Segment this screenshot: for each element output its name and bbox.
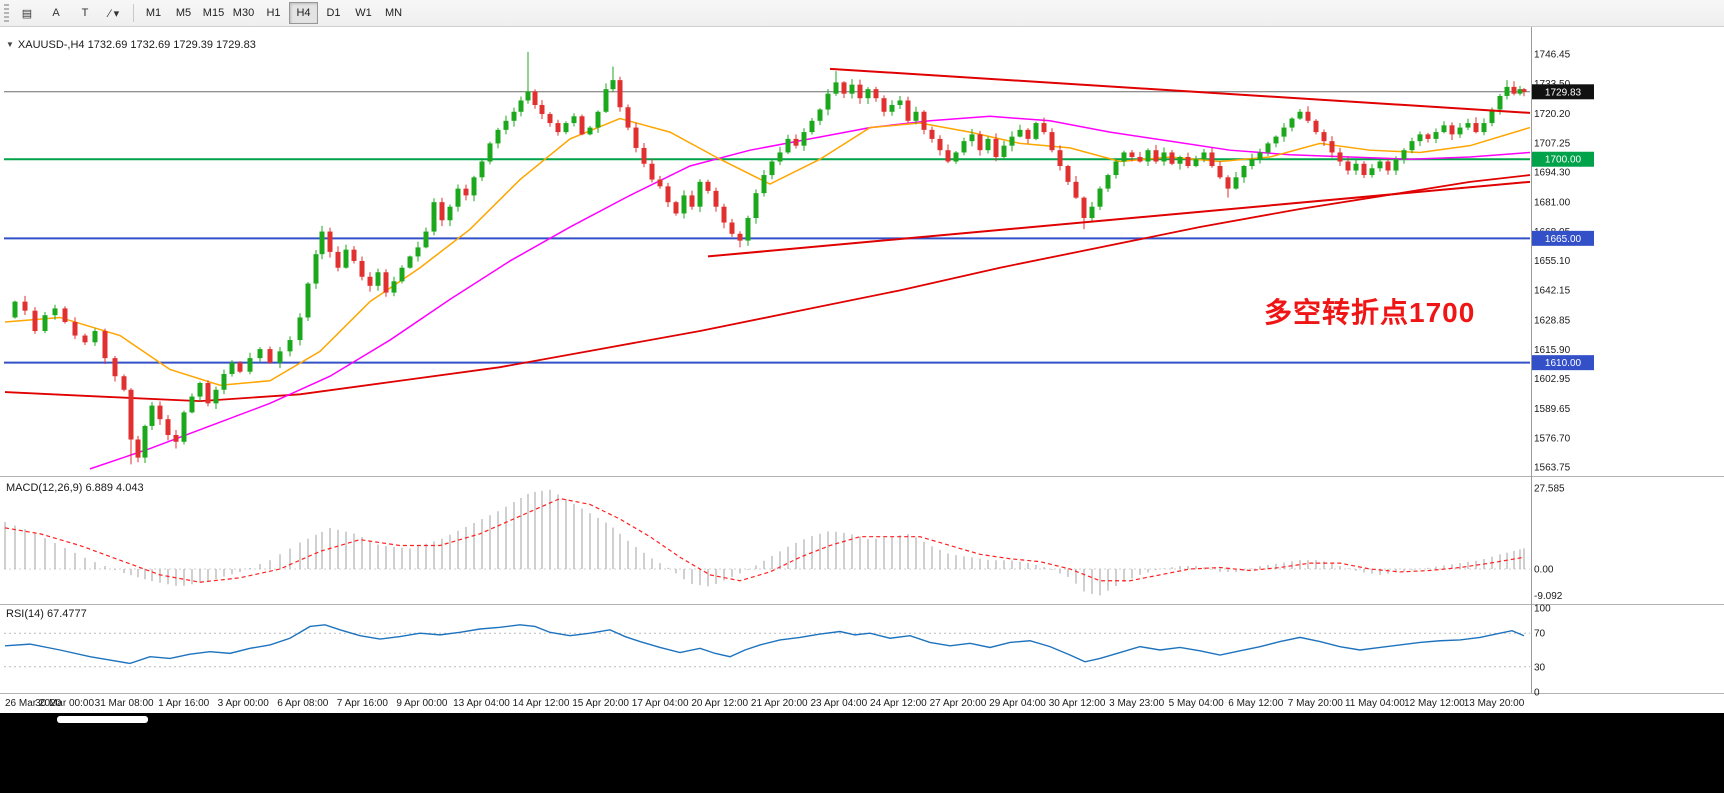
svg-text:1700.00: 1700.00 [1545,155,1582,166]
svg-text:13 May 20:00: 13 May 20:00 [1464,698,1525,709]
timeframe-m15[interactable]: M15 [202,7,225,19]
svg-text:5 May 04:00: 5 May 04:00 [1169,698,1224,709]
svg-text:70: 70 [1534,629,1546,640]
toolbar-grip[interactable] [4,4,9,22]
moving-averages [4,115,1531,470]
svg-text:7 May 20:00: 7 May 20:00 [1288,698,1343,709]
svg-text:27 Apr 20:00: 27 Apr 20:00 [930,698,987,709]
svg-text:31 Mar 08:00: 31 Mar 08:00 [95,698,154,709]
chart-area[interactable]: 1746.451733.501720.201707.251694.301681.… [0,27,1724,713]
macd-pane: 27.585 0.00 -9.092 [4,484,1565,602]
ma-orange [4,117,1531,387]
candles [12,51,1527,465]
svg-text:100: 100 [1534,604,1551,615]
svg-text:15 Apr 20:00: 15 Apr 20:00 [572,698,629,709]
rsi-label: RSI(14) 67.4777 [6,608,87,620]
svg-text:1563.75: 1563.75 [1534,463,1571,474]
timeframe-mn[interactable]: MN [384,7,403,19]
svg-text:9 Apr 00:00: 9 Apr 00:00 [396,698,448,709]
rsi-pane: 100 70 30 0 [4,604,1551,699]
svg-text:1746.45: 1746.45 [1534,50,1571,61]
svg-text:-9.092: -9.092 [1534,591,1563,602]
svg-text:1576.70: 1576.70 [1534,433,1571,444]
timeframe-buttons-group: M1 M5 M15 M30 H1 H4 D1 W1 MN [139,2,408,24]
svg-text:30: 30 [1534,662,1546,673]
ascending-trendline [707,180,1531,258]
svg-text:1729.83: 1729.83 [1545,87,1582,98]
pane-structure [0,27,1724,694]
svg-text:1642.15: 1642.15 [1534,285,1571,296]
macd-signal-line [4,497,1525,583]
svg-text:1610.00: 1610.00 [1545,358,1582,369]
svg-text:20 Apr 12:00: 20 Apr 12:00 [691,698,748,709]
text-label-icon[interactable]: A [52,7,60,19]
svg-text:0.00: 0.00 [1534,565,1554,576]
svg-text:7 Apr 16:00: 7 Apr 16:00 [337,698,389,709]
timeframe-m5[interactable]: M5 [175,7,192,19]
trendlines [707,67,1531,258]
horizontal-levels [4,91,1530,364]
ohlc-text: XAUUSD-,H4 1732.69 1732.69 1729.39 1729.… [17,39,256,51]
svg-text:13 Apr 04:00: 13 Apr 04:00 [453,698,510,709]
svg-text:6 Apr 08:00: 6 Apr 08:00 [277,698,329,709]
timeframe-h4[interactable]: H4 [289,2,318,24]
ma-magenta [89,115,1531,470]
price-axis: 1746.451733.501720.201707.251694.301681.… [1532,50,1594,474]
svg-text:14 Apr 12:00: 14 Apr 12:00 [513,698,570,709]
timeframe-m30[interactable]: M30 [232,7,255,19]
text-cursor-icon[interactable]: T [81,7,89,19]
svg-text:21 Apr 20:00: 21 Apr 20:00 [751,698,808,709]
toolbar-icons-group: ▤ A T ∕ ▾ [13,2,128,24]
svg-text:12 May 12:00: 12 May 12:00 [1404,698,1465,709]
price-badge [1532,355,1594,371]
svg-text:1602.95: 1602.95 [1534,374,1571,385]
svg-text:23 Apr 04:00: 23 Apr 04:00 [810,698,867,709]
svg-text:1694.30: 1694.30 [1534,168,1571,179]
timeframe-d1[interactable]: D1 [326,7,341,19]
svg-text:11 May 04:00: 11 May 04:00 [1345,698,1405,709]
price-badge [1532,84,1594,100]
chart-list-icon[interactable]: ▤ [21,7,33,20]
timeframe-m1[interactable]: M1 [145,7,162,19]
svg-text:1628.85: 1628.85 [1534,316,1571,327]
timeframe-w1[interactable]: W1 [355,7,372,19]
collapse-icon[interactable]: ▼ [6,40,14,49]
svg-text:6 May 12:00: 6 May 12:00 [1228,698,1283,709]
svg-text:3 Apr 00:00: 3 Apr 00:00 [218,698,270,709]
drawing-tool-icon[interactable]: ∕ ▾ [108,7,120,20]
bottom-bar [0,713,1724,793]
ohlc-readout: ▼ XAUUSD-,H4 1732.69 1732.69 1729.39 1729… [6,39,256,51]
svg-text:1665.00: 1665.00 [1545,234,1582,245]
ma-red-slow [4,174,1531,402]
svg-text:30 Mar 00:00: 30 Mar 00:00 [35,698,94,709]
svg-text:30 Apr 12:00: 30 Apr 12:00 [1049,698,1106,709]
svg-text:1720.20: 1720.20 [1534,109,1571,120]
descending-trendline [829,67,1531,114]
svg-text:26 Mar 2020: 26 Mar 2020 [5,698,62,709]
svg-text:24 Apr 12:00: 24 Apr 12:00 [870,698,927,709]
svg-text:1 Apr 16:00: 1 Apr 16:00 [158,698,210,709]
svg-text:27.585: 27.585 [1534,484,1565,495]
toolbar: ▤ A T ∕ ▾ M1 M5 M15 M30 H1 H4 D1 W1 MN [0,0,1724,27]
svg-text:1589.65: 1589.65 [1534,404,1571,415]
svg-text:29 Apr 04:00: 29 Apr 04:00 [989,698,1046,709]
rsi-line [4,624,1525,665]
svg-text:0: 0 [1534,688,1540,699]
macd-label: MACD(12,26,9) 6.889 4.043 [6,482,144,494]
svg-text:3 May 23:00: 3 May 23:00 [1109,698,1164,709]
chart-canvas[interactable]: 1746.451733.501720.201707.251694.301681.… [0,27,1724,713]
progress-segment [57,716,148,723]
price-badge [1532,230,1594,246]
timeframe-h1[interactable]: H1 [266,7,281,19]
chart-annotation: 多空转折点1700 [1264,297,1476,328]
svg-text:1655.10: 1655.10 [1534,256,1571,267]
svg-text:17 Apr 04:00: 17 Apr 04:00 [632,698,689,709]
svg-text:1681.00: 1681.00 [1534,198,1571,209]
price-badge [1532,151,1594,167]
svg-text:1707.25: 1707.25 [1534,138,1571,149]
toolbar-separator [133,4,134,22]
svg-text:1615.90: 1615.90 [1534,345,1571,356]
